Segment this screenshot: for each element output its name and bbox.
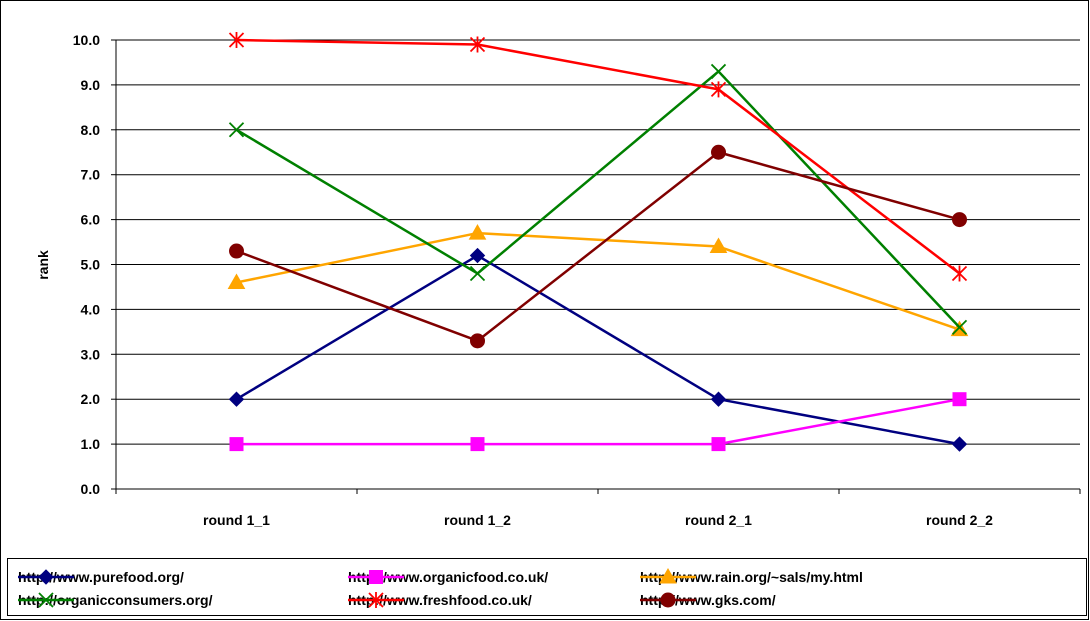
y-tick-label: 4.0 [81,301,101,317]
series-4 [228,63,968,335]
legend-marker [660,592,676,608]
legend-item: http://organicconsumers.org/ [16,589,212,611]
data-point [711,144,726,160]
data-point [951,319,968,335]
y-tick-label: 3.0 [81,346,101,362]
data-point [229,437,244,452]
x-tick-label: round 1_2 [444,512,511,528]
data-point [952,392,967,407]
data-point [710,63,727,80]
data-point [228,122,245,138]
y-tick-label: 6.0 [81,212,101,228]
legend-label: http://www.purefood.org/ [18,569,184,585]
series-lines [227,32,969,452]
legend-item: http://www.gks.com/ [638,589,776,611]
data-point [469,247,486,264]
legend-label: http://www.organicfood.co.uk/ [348,569,549,585]
legend-item: http://www.rain.org/~sals/my.html [638,566,863,588]
series-5 [228,32,968,282]
series-line [236,151,960,343]
x-tick-label: round 2_2 [926,512,993,528]
series-2 [229,392,967,452]
legend-marker [368,592,384,608]
legend-marker [38,592,54,608]
y-tick-label: 10.0 [73,32,100,48]
data-point [710,391,727,407]
legend-swatch [640,592,696,608]
series-line [235,70,961,329]
data-point [710,81,727,98]
legend-swatch [348,592,404,608]
data-point [711,437,726,452]
series-3 [227,224,969,337]
axes: 0.0 1.0 2.0 3.0 4.0 5.0 6.0 7.0 8.0 9.0 10.0 round … [73,32,1081,528]
data-point [952,212,967,228]
data-point [469,265,486,282]
series-line [236,397,960,446]
legend: http://www.purefood.org/http://www.organ… [7,558,1087,616]
legend-marker [369,570,383,584]
data-point [468,224,487,240]
series-line [235,254,960,446]
data-point [709,237,728,254]
y-tick-label: 1.0 [81,436,101,452]
legend-item: http://www.organicfood.co.uk/ [346,566,548,588]
data-point [469,36,486,53]
data-point [228,391,245,407]
data-point [227,273,246,289]
x-tick-label: round 2_1 [685,512,752,528]
legend-swatch [18,592,74,608]
y-axis-title: rank [35,250,51,280]
legend-label: http://www.rain.org/~sals/my.html [640,569,863,585]
series-line [236,231,960,331]
x-tick-label: round 1_1 [203,512,270,528]
series-6 [229,144,967,349]
legend-swatch [18,569,74,585]
y-tick-label: 0.0 [81,481,101,497]
legend-label: http://www.freshfood.co.uk/ [348,592,532,608]
legend-marker [659,567,677,584]
legend-item: http://www.freshfood.co.uk/ [346,589,532,611]
data-point [470,333,485,349]
legend-item: http://www.purefood.org/ [16,566,184,588]
y-tick-label: 5.0 [81,257,101,273]
data-point [229,243,244,259]
data-point [951,436,968,452]
legend-label: http://organicconsumers.org/ [18,592,213,608]
data-point [470,437,485,452]
series-1 [228,247,968,452]
y-tick-label: 7.0 [81,167,101,183]
y-tick-label: 2.0 [81,391,101,407]
data-point [951,265,968,282]
series-line [236,38,961,275]
y-tick-label: 8.0 [81,122,101,138]
data-point [228,32,245,48]
legend-swatch [640,567,696,584]
legend-swatch [348,570,404,584]
legend-marker [38,569,54,585]
y-tick-label: 9.0 [81,77,101,93]
